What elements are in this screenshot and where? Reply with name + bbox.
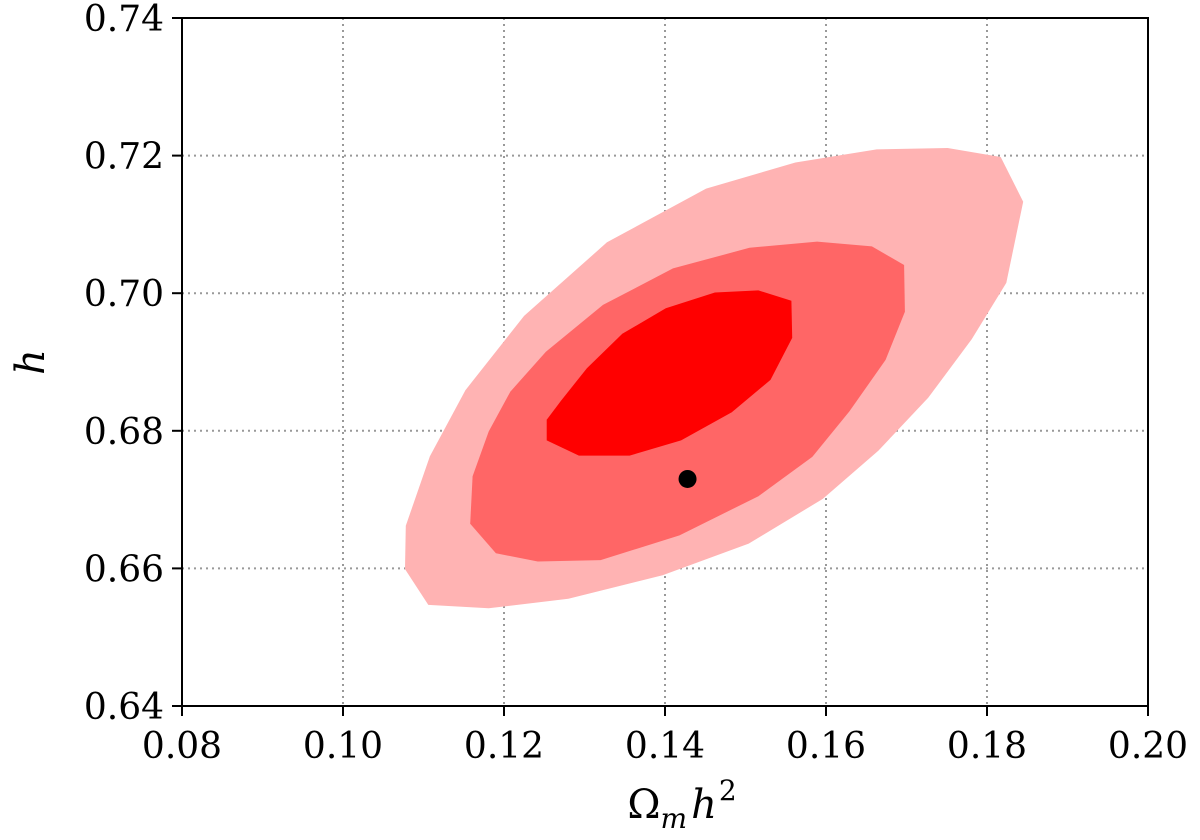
- y-tick-label: 0.64: [84, 687, 164, 728]
- x-tick-label: 0.08: [142, 726, 222, 767]
- y-tick-label: 0.72: [84, 137, 164, 178]
- y-tick-label: 0.74: [84, 0, 164, 40]
- y-tick-label: 0.70: [84, 274, 164, 315]
- x-axis-label-var: h: [691, 782, 717, 828]
- x-axis-label: Ωm h2: [627, 774, 736, 835]
- x-tick-label: 0.12: [464, 726, 544, 767]
- y-tick-label: 0.68: [84, 412, 164, 453]
- x-axis-label-sub: m: [661, 802, 688, 835]
- y-axis-label: h: [8, 349, 54, 375]
- x-tick-label: 0.14: [625, 726, 705, 767]
- x-axis-label-base: Ω: [627, 782, 660, 828]
- confidence-contours: [405, 148, 1024, 609]
- x-tick-label: 0.16: [786, 726, 866, 767]
- x-axis-label-sup: 2: [719, 774, 737, 807]
- best-fit-point: [678, 469, 697, 488]
- x-tick-label: 0.20: [1108, 726, 1188, 767]
- data-points: [678, 469, 697, 488]
- y-tick-label: 0.66: [84, 549, 164, 590]
- x-tick-label: 0.10: [303, 726, 383, 767]
- axis-ticks: [172, 17, 1149, 716]
- contour-inner: [546, 290, 793, 456]
- x-tick-labels: 0.08 0.10 0.12 0.14 0.16 0.18 0.20: [142, 726, 1188, 767]
- y-tick-labels: 0.64 0.66 0.68 0.70 0.72 0.74: [84, 0, 164, 728]
- x-tick-label: 0.18: [947, 726, 1027, 767]
